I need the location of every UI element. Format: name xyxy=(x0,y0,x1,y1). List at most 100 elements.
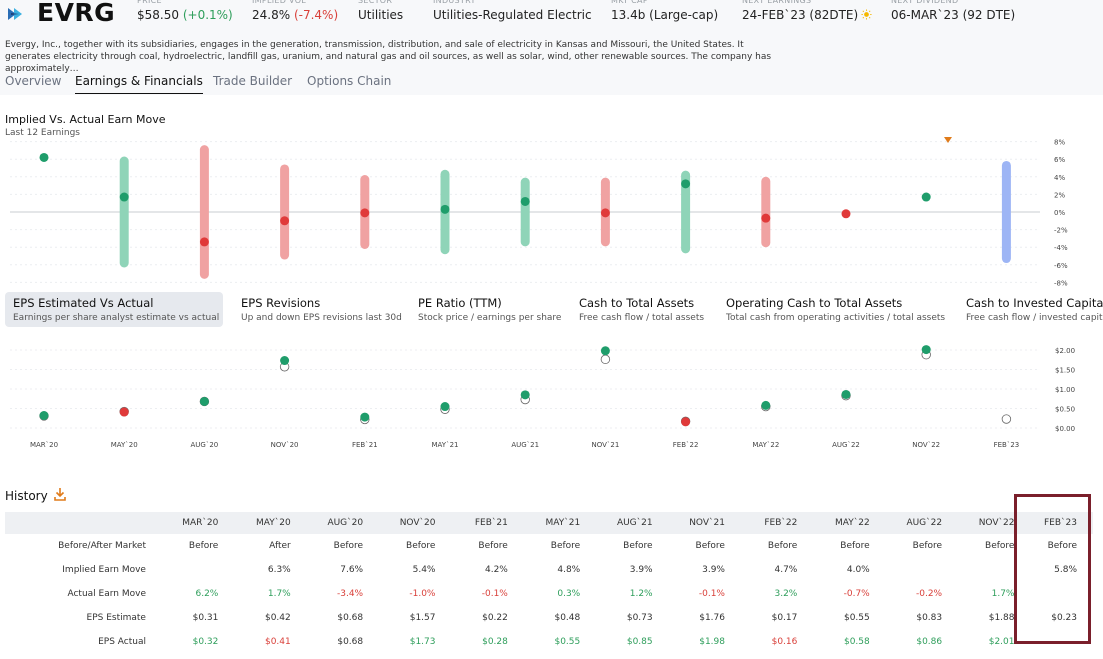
stat-label: MKT CAP xyxy=(611,0,648,5)
table-cell: $0.85 xyxy=(626,637,653,647)
y-tick-label: $0.00 xyxy=(1055,425,1075,433)
column-header: FEB`23 xyxy=(1044,518,1077,528)
eps-actual-point xyxy=(600,346,610,356)
y-tick-label: $1.50 xyxy=(1055,367,1075,375)
tab-trade-builder[interactable]: Trade Builder xyxy=(213,74,293,88)
table-cell: Before xyxy=(550,541,581,551)
table-cell: -0.1% xyxy=(698,589,725,599)
eps-actual-point xyxy=(360,412,370,422)
y-tick-label: $0.50 xyxy=(1055,406,1075,414)
table-cell: -3.4% xyxy=(336,589,364,599)
column-header: NOV`22 xyxy=(978,518,1015,528)
table-cell: $0.42 xyxy=(264,613,291,623)
actual-move-point xyxy=(921,192,931,202)
table-cell: 6.3% xyxy=(267,565,291,575)
table-cell: -1.0% xyxy=(409,589,436,599)
actual-move-point xyxy=(841,209,851,219)
column-header: MAY`21 xyxy=(545,518,581,528)
table-cell: 3.9% xyxy=(629,565,653,575)
stat-change: (-7.4%) xyxy=(293,8,339,22)
table-cell: $0.55 xyxy=(843,613,870,623)
column-header: AUG`20 xyxy=(327,518,364,528)
table-cell: 1.7% xyxy=(267,589,291,599)
next-earnings-marker xyxy=(944,137,952,143)
metric-card-cash-to-total-assets[interactable]: Cash to Total Assets Free cash flow / tot… xyxy=(571,292,712,327)
stat-industry: INDUSTRY Utilities-Regulated Electric xyxy=(433,0,592,23)
table-row: EPS Estimate $0.31 $0.42 $0.68 $1.57 $0.22 $0.… xyxy=(5,606,1093,630)
table-cell: Before xyxy=(623,541,653,551)
x-tick-label: MAR`20 xyxy=(30,441,58,449)
row-label: Before/After Market xyxy=(58,541,146,551)
column-header: NOV`21 xyxy=(689,518,725,528)
metric-card-subtitle: Earnings per share analyst estimate vs a… xyxy=(13,313,220,323)
y-tick-label: 6% xyxy=(1054,156,1065,164)
table-cell: $0.83 xyxy=(916,613,943,623)
table-cell: $0.23 xyxy=(1051,613,1077,623)
stat-change: (+0.1%) xyxy=(182,8,233,22)
header-blank xyxy=(5,512,152,534)
table-cell: $0.17 xyxy=(771,613,798,623)
stat-implied-vol: IMPLIED VOL 24.8% (-7.4%) xyxy=(252,0,338,23)
x-tick-label: FEB`21 xyxy=(352,441,378,449)
metric-card-subtitle: Free cash flow / invested capital xyxy=(966,313,1103,323)
metric-card-eps-revisions[interactable]: EPS Revisions Up and down EPS revisions l… xyxy=(233,292,410,327)
implied-move-band xyxy=(199,145,209,279)
stat-sector: SECTOR Utilities xyxy=(358,0,403,23)
row-label: EPS Actual xyxy=(98,637,146,647)
table-cell: 4.8% xyxy=(557,565,581,575)
metric-card-cash-to-invested-capital[interactable]: Cash to Invested Capital Free cash flow /… xyxy=(958,292,1103,327)
row-label: Actual Earn Move xyxy=(67,589,146,599)
table-cell: $0.32 xyxy=(192,637,219,647)
tab-options-chain[interactable]: Options Chain xyxy=(307,74,392,88)
table-cell: Before xyxy=(985,541,1015,551)
metric-card-subtitle: Up and down EPS revisions last 30d xyxy=(241,313,402,323)
stat-value: $58.50 xyxy=(137,8,179,22)
actual-move-point xyxy=(39,152,49,162)
metric-card-pe-ratio-ttm-[interactable]: PE Ratio (TTM) Stock price / earnings per… xyxy=(410,292,569,327)
stat-label: IMPLIED VOL xyxy=(252,0,307,5)
table-cell: 6.2% xyxy=(195,589,219,599)
metric-card-title: PE Ratio (TTM) xyxy=(418,296,502,310)
history-title: History xyxy=(5,489,48,503)
metric-card-title: EPS Estimated Vs Actual xyxy=(13,296,154,310)
table-row: Actual Earn Move 6.2% 1.7% -3.4% -1.0% -0.1% 0… xyxy=(5,582,1093,606)
feb23-highlight-box xyxy=(1014,494,1091,644)
implied-move-band xyxy=(681,170,691,254)
column-header: AUG`21 xyxy=(616,518,653,528)
table-cell: 0.3% xyxy=(557,589,581,599)
metric-card-operating-cash-to-total-assets[interactable]: Operating Cash to Total Assets Total cash… xyxy=(718,292,953,327)
actual-move-point xyxy=(199,237,209,247)
history-table: MAR`20 MAY`20 AUG`20 NOV`20 FEB`21 MAY`21 AUG`… xyxy=(5,512,1093,654)
y-tick-label: -6% xyxy=(1054,262,1068,270)
eps-actual-point xyxy=(761,400,771,410)
table-cell: 5.8% xyxy=(1054,565,1077,575)
table-cell: $1.88 xyxy=(988,613,1015,623)
tab-overview[interactable]: Overview xyxy=(5,74,62,88)
table-cell: $0.58 xyxy=(843,637,870,647)
stat-value: 06-MAR`23 (92 DTE) xyxy=(891,8,1016,22)
column-header: AUG`22 xyxy=(906,518,943,528)
company-description: Evergy, Inc., together with its subsidia… xyxy=(5,40,772,74)
implied-move-band xyxy=(119,156,129,268)
row-label: EPS Estimate xyxy=(86,613,146,623)
row-label: Implied Earn Move xyxy=(62,565,146,575)
x-tick-label: MAY`22 xyxy=(752,441,779,449)
x-tick-label: FEB`23 xyxy=(994,441,1020,449)
table-cell: 4.0% xyxy=(846,565,870,575)
stat-label: NEXT EARNINGS xyxy=(742,0,812,5)
tab-earnings-financials[interactable]: Earnings & Financials xyxy=(75,74,203,94)
x-tick-label: NOV`20 xyxy=(271,441,299,449)
metric-card-eps-estimated-vs-actual[interactable]: EPS Estimated Vs Actual Earnings per shar… xyxy=(5,292,223,327)
table-cell: Before xyxy=(333,541,364,551)
table-row: Implied Earn Move 6.3% 7.6% 5.4% 4.2% 4.8% 3.9… xyxy=(5,558,1093,582)
table-cell: -0.2% xyxy=(915,589,943,599)
download-icon[interactable] xyxy=(54,487,66,501)
table-cell: -0.1% xyxy=(481,589,508,599)
actual-move-point xyxy=(600,208,610,218)
implied-vs-actual-chart: 8% 6% 4% 2% 0% -2% -4% -6% -8% xyxy=(10,137,1068,287)
x-tick-label: MAY`20 xyxy=(111,441,138,449)
metric-card-title: Cash to Invested Capital xyxy=(966,296,1103,310)
table-cell: 5.4% xyxy=(412,565,436,575)
stat-price: PRICE $58.50 (+0.1%) xyxy=(137,0,233,23)
stat-label: PRICE xyxy=(137,0,162,5)
